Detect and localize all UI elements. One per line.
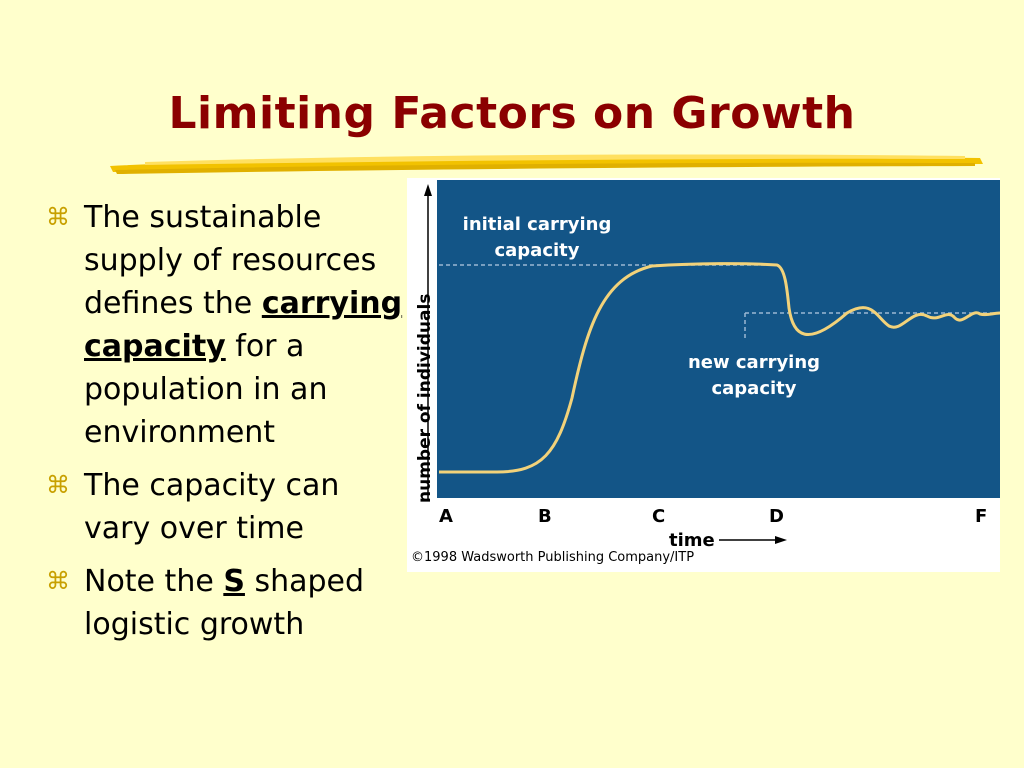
y-axis-label: number of individuals: [415, 294, 435, 503]
x-tick-label: A: [439, 506, 453, 527]
bullet-emphasis: carrying capacity: [84, 286, 403, 364]
initial-capacity-label-line1: initial carrying: [463, 214, 612, 235]
bullet-emphasis: S: [223, 564, 245, 599]
y-axis-arrow-icon: [424, 184, 432, 196]
x-axis-arrow-icon: [775, 536, 787, 544]
plot-panel: [437, 180, 1000, 498]
population-curve: [439, 262, 1000, 474]
new-capacity-label-line1: new carrying: [688, 352, 820, 373]
initial-capacity-label-line2: capacity: [494, 240, 579, 261]
x-axis-label: time: [669, 530, 715, 548]
bullet-icon: ⌘: [46, 567, 70, 595]
bullet-item: ⌘ Note the S shaped logistic growth: [46, 560, 406, 646]
bullet-text: The capacity can vary over time: [84, 468, 340, 546]
bullet-text: for a population in an environment: [84, 329, 328, 450]
bullet-icon: ⌘: [46, 203, 70, 231]
carrying-capacity-figure: number of individuals initial carrying c…: [407, 178, 1000, 572]
figure-credit: ©1998 Wadsworth Publishing Company/ITP: [411, 550, 695, 565]
bullet-text: Note the: [84, 564, 224, 599]
slide-title: Limiting Factors on Growth: [168, 88, 856, 139]
bullet-text: shaped logistic growth: [84, 564, 365, 642]
new-capacity-label-line2: capacity: [711, 378, 796, 399]
bullet-item: ⌘ The sustainable supply of resources de…: [46, 196, 406, 454]
x-tick-label: D: [769, 506, 784, 527]
title-underline-brushstroke: [110, 154, 983, 174]
x-tick-label: F: [975, 506, 987, 527]
bullet-list: ⌘ The sustainable supply of resources de…: [46, 196, 406, 656]
bullet-icon: ⌘: [46, 471, 70, 499]
x-tick-label: B: [538, 506, 552, 527]
bullet-item: ⌘ The capacity can vary over time: [46, 464, 406, 550]
bullet-text: The sustainable supply of resources defi…: [84, 200, 377, 321]
carrying-capacity-diagram: number of individuals initial carrying c…: [415, 180, 1000, 548]
x-tick-label: C: [652, 506, 665, 527]
